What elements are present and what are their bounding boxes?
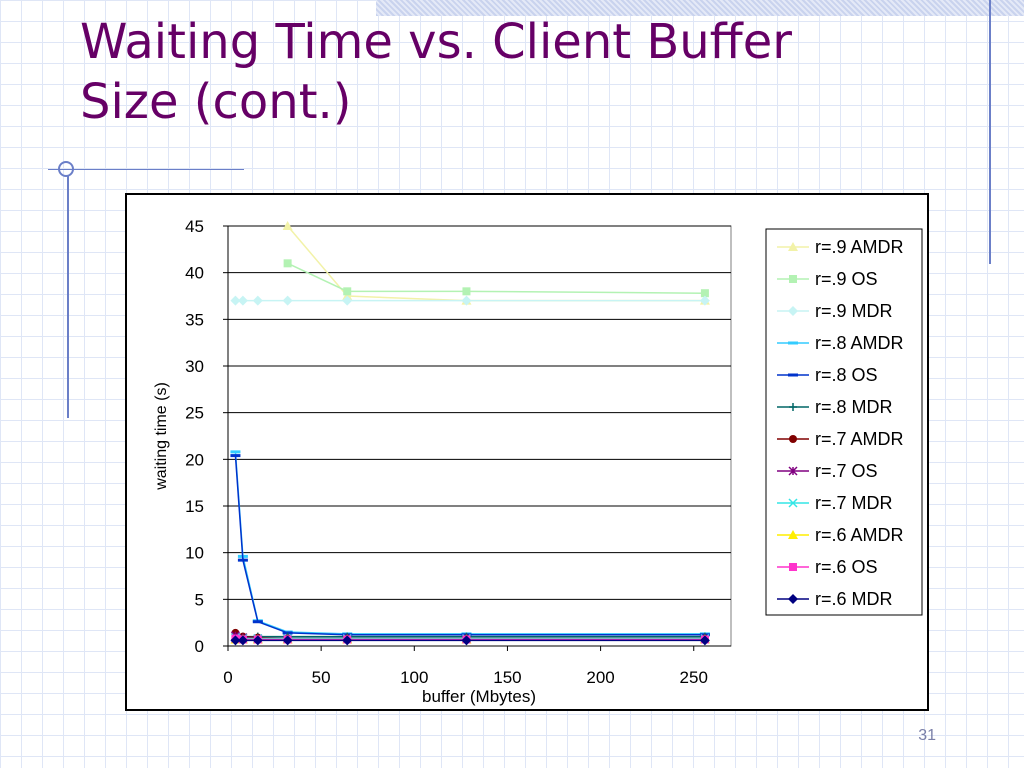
- legend-entry: r=.7 MDR: [777, 493, 893, 513]
- y-tick-label: 45: [185, 217, 204, 236]
- legend-label: r=.8 AMDR: [815, 333, 904, 353]
- y-tick-label: 5: [195, 590, 204, 609]
- decorative-circle-icon: [58, 161, 74, 177]
- data-point: [342, 291, 353, 300]
- legend-entry: r=.9 MDR: [777, 301, 893, 321]
- x-tick-label: 50: [312, 668, 331, 687]
- legend-entry: r=.7 OS: [777, 461, 878, 481]
- data-point: [699, 635, 710, 646]
- data-point: [699, 295, 710, 306]
- legend-marker: [788, 341, 798, 345]
- series-2: [230, 295, 710, 306]
- data-point: [252, 295, 263, 306]
- legend-marker: [788, 242, 798, 251]
- legend-label: r=.6 OS: [815, 557, 878, 577]
- legend-label: r=.7 MDR: [815, 493, 893, 513]
- legend-label: r=.8 OS: [815, 365, 878, 385]
- data-point: [230, 450, 241, 454]
- axes: 0 5 10 15 20 25 30 35 40 45 0 50 100 150 200 250: [185, 217, 731, 687]
- series-group: [230, 221, 710, 646]
- data-point: [252, 620, 263, 624]
- x-tick-label: 100: [400, 668, 428, 687]
- data-point: [282, 635, 293, 646]
- y-tick-label: 10: [185, 544, 204, 563]
- data-point: [283, 259, 292, 268]
- legend-entry: r=.7 AMDR: [777, 429, 904, 449]
- data-point: [237, 558, 248, 562]
- legend-marker: [788, 530, 798, 539]
- y-tick-label: 25: [185, 404, 204, 423]
- y-tick-label: 30: [185, 357, 204, 376]
- legend-label: r=.9 AMDR: [815, 237, 904, 257]
- data-point: [237, 295, 248, 306]
- legend-entry: r=.6 OS: [777, 557, 878, 577]
- x-tick-label: 200: [586, 668, 614, 687]
- legend-entry: r=.9 OS: [777, 269, 878, 289]
- legend-marker: [788, 594, 798, 604]
- legend-entry: r=.9 AMDR: [777, 237, 904, 257]
- legend-label: r=.9 MDR: [815, 301, 893, 321]
- legend-entry: r=.8 MDR: [777, 397, 893, 417]
- data-point: [461, 295, 472, 306]
- data-point: [342, 635, 353, 646]
- line-chart: 0 5 10 15 20 25 30 35 40 45 0 50 100 150 200 250 r=.9 A…: [153, 217, 923, 706]
- slide-title-line1: Waiting Time vs. Client Buffer: [80, 14, 793, 70]
- slide-number: 31: [918, 727, 936, 744]
- data-point: [282, 295, 293, 306]
- data-point: [230, 295, 241, 306]
- legend-marker: [788, 306, 798, 316]
- data-point: [230, 454, 241, 458]
- data-point: [343, 287, 352, 296]
- x-tick-label: 0: [223, 668, 232, 687]
- data-point: [282, 221, 293, 230]
- decorative-vertical-line-right: [989, 0, 991, 264]
- legend-marker: [789, 275, 797, 283]
- legend-label: r=.7 AMDR: [815, 429, 904, 449]
- slide-title: Waiting Time vs. Client Buffer Size (con…: [80, 12, 960, 132]
- x-tick-label: 250: [680, 668, 708, 687]
- data-point: [462, 287, 471, 296]
- decorative-top-band: [376, 0, 1024, 16]
- data-point: [252, 635, 263, 646]
- y-tick-label: 40: [185, 264, 204, 283]
- legend-marker: [789, 403, 797, 411]
- legend-marker: [788, 498, 798, 508]
- legend-marker: [789, 563, 797, 571]
- legend-marker: [788, 466, 798, 476]
- legend-entry: r=.8 AMDR: [777, 333, 904, 353]
- series-line: [287, 262, 705, 294]
- decorative-vertical-line-left: [67, 176, 69, 418]
- legend-marker: [789, 435, 797, 443]
- legend-label: r=.7 OS: [815, 461, 878, 481]
- legend-entry: r=.6 AMDR: [777, 525, 904, 545]
- slide-title-line2: Size (cont.): [80, 74, 352, 130]
- legend-marker: [788, 373, 798, 377]
- plot-area: [227, 225, 732, 647]
- legend: r=.9 AMDR r=.9 OS r=.9 MDR r=.8 AMDR r=.8 OS…: [765, 228, 923, 616]
- data-point: [237, 635, 248, 646]
- legend-box: [765, 228, 923, 616]
- legend-entry: r=.6 MDR: [777, 589, 893, 609]
- legend-entry: r=.8 OS: [777, 365, 878, 385]
- data-point: [461, 635, 472, 646]
- grid-lines: [228, 225, 731, 600]
- legend-label: r=.6 MDR: [815, 589, 893, 609]
- legend-label: r=.9 OS: [815, 269, 878, 289]
- series-1: [283, 259, 709, 298]
- y-axis-label: waiting time (s): [153, 382, 170, 491]
- data-point: [700, 289, 709, 298]
- chart-area: 0 5 10 15 20 25 30 35 40 45 0 50 100 150 200 250 r=.9 A…: [125, 193, 929, 711]
- data-point: [342, 295, 353, 306]
- x-tick-label: 150: [493, 668, 521, 687]
- series-11: [230, 635, 710, 646]
- y-tick-label: 20: [185, 450, 204, 469]
- legend-label: r=.6 AMDR: [815, 525, 904, 545]
- y-tick-label: 15: [185, 497, 204, 516]
- x-axis-label: buffer (Mbytes): [422, 687, 536, 706]
- y-tick-label: 35: [185, 310, 204, 329]
- y-tick-label: 0: [195, 637, 204, 656]
- data-point: [230, 635, 241, 646]
- legend-label: r=.8 MDR: [815, 397, 893, 417]
- decorative-horizontal-line: [48, 169, 244, 170]
